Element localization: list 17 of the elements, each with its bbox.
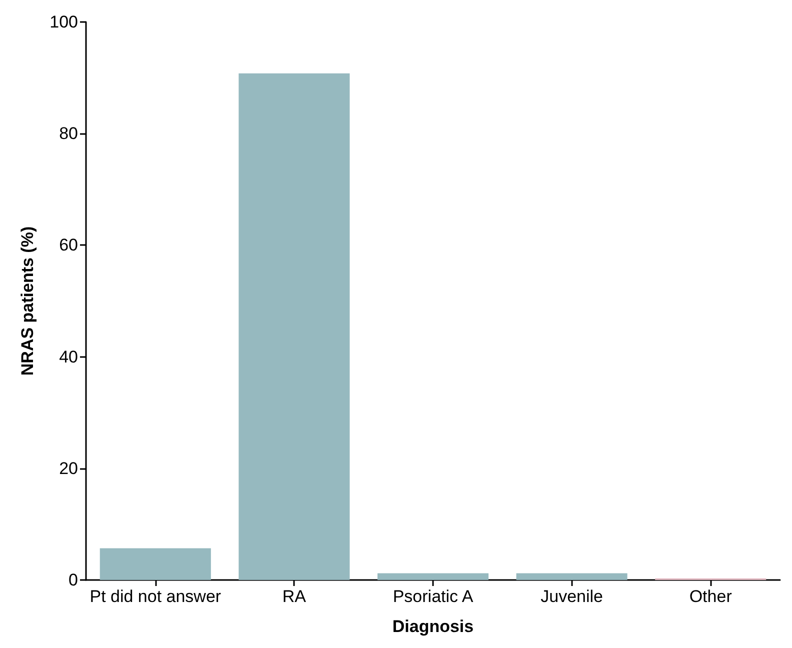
x-tick-label: Psoriatic A [392,587,474,606]
bar [238,73,350,580]
y-tick-label: 20 [59,458,78,478]
x-axis-title: Diagnosis [392,617,474,636]
bar [516,573,628,580]
y-tick-label: 0 [68,570,78,590]
y-axis-title: NRAS patients (%) [18,226,37,376]
y-tick-label: 100 [50,12,78,32]
y-tick-label: 40 [59,347,78,366]
bar [100,548,211,580]
y-tick-label: 80 [59,124,78,144]
bar [377,573,489,580]
y-tick-label: 60 [59,236,78,255]
x-tick-label: RA [282,587,307,606]
x-tick-label: Juvenile [540,587,603,606]
x-tick-label: Pt did not answer [90,587,222,606]
x-tick-label: Other [689,587,732,606]
